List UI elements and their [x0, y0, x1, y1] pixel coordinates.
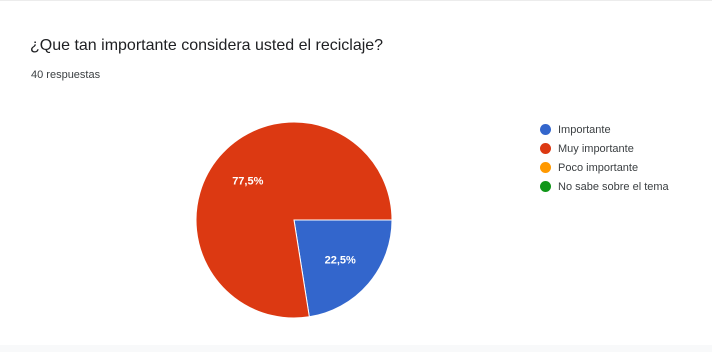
legend-item[interactable]: Poco importante	[540, 158, 669, 177]
legend-label: Muy importante	[558, 142, 634, 155]
slice-value-label: 77,5%	[232, 176, 263, 188]
legend-label: Importante	[558, 123, 611, 136]
chart-legend[interactable]: Importante Muy importante Poco importante N…	[540, 120, 669, 196]
legend-label: No sabe sobre el tema	[558, 180, 669, 193]
legend-item[interactable]: Muy importante	[540, 139, 669, 158]
legend-item[interactable]: No sabe sobre el tema	[540, 177, 669, 196]
pie-slice-importante[interactable]	[293, 219, 393, 318]
legend-swatch	[540, 181, 551, 192]
legend-swatch	[540, 162, 551, 173]
slice-value-label: 22,5%	[325, 254, 356, 266]
legend-item[interactable]: Importante	[540, 120, 669, 139]
question-title: ¿Que tan importante considera usted el r…	[30, 37, 384, 54]
response-count: 40 respuestas	[31, 69, 101, 81]
legend-swatch	[540, 143, 551, 154]
legend-label: Poco importante	[558, 161, 639, 174]
pie-slice-muy-importante[interactable]	[195, 121, 393, 319]
legend-swatch	[540, 124, 551, 135]
card-bottom-edge	[0, 345, 712, 352]
